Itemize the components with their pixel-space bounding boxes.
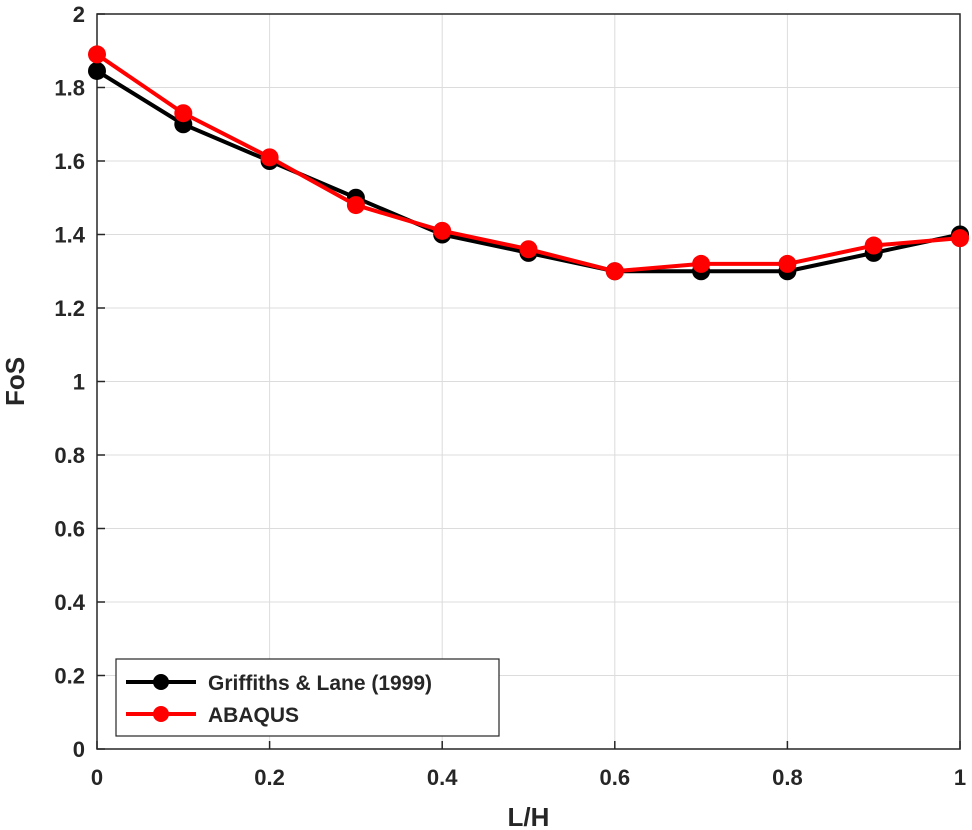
series-1	[88, 45, 969, 281]
legend[interactable]: Griffiths & Lane (1999) ABAQUS	[115, 658, 500, 737]
x-axis: 0 0.2 0.4 0.6 0.8 1	[91, 741, 966, 790]
data-point[interactable]	[346, 196, 365, 215]
legend-label-abaqus: ABAQUS	[208, 704, 299, 727]
x-tick-label: 0.2	[254, 765, 285, 790]
data-point[interactable]	[88, 45, 106, 64]
data-point[interactable]	[88, 61, 106, 80]
data-point[interactable]	[692, 254, 711, 273]
y-tick-label: 1	[73, 370, 85, 395]
data-point[interactable]	[605, 262, 624, 281]
legend-label-griffiths: Griffiths & Lane (1999)	[208, 672, 432, 695]
data-point[interactable]	[260, 148, 279, 167]
x-tick-label: 0	[91, 765, 103, 790]
data-point[interactable]	[174, 104, 193, 123]
y-tick-label: 0.6	[54, 517, 85, 542]
legend-entry-griffiths[interactable]: Griffiths & Lane (1999)	[126, 672, 432, 695]
y-axis-title: FoS	[0, 357, 30, 406]
y-axis: 0 0.2 0.4 0.6 0.8 1 1.2 1.4 1.6 1.8 2	[54, 2, 105, 762]
x-tick-label: 0.6	[600, 765, 631, 790]
x-axis-title: L/H	[508, 802, 550, 830]
series-layer	[88, 45, 969, 281]
data-point[interactable]	[433, 221, 452, 240]
data-point[interactable]	[864, 236, 883, 255]
legend-box	[115, 658, 500, 737]
legend-marker-abaqus	[153, 706, 169, 722]
y-tick-label: 1.2	[54, 296, 85, 321]
x-tick-label: 0.4	[427, 765, 458, 790]
y-tick-label: 0.2	[54, 664, 85, 689]
y-tick-label: 0.8	[54, 443, 85, 468]
data-point[interactable]	[778, 254, 797, 273]
y-tick-label: 1.6	[54, 149, 85, 174]
legend-entry-abaqus[interactable]: ABAQUS	[126, 704, 299, 727]
data-point[interactable]	[951, 229, 969, 248]
x-tick-label: 0.8	[772, 765, 803, 790]
legend-marker-griffiths	[153, 674, 169, 690]
y-tick-label: 0	[73, 737, 85, 762]
data-point[interactable]	[519, 240, 538, 259]
y-tick-label: 1.8	[54, 76, 85, 101]
y-tick-label: 1.4	[54, 223, 85, 248]
x-tick-label: 1	[954, 765, 966, 790]
y-tick-label: 2	[73, 2, 85, 27]
y-tick-label: 0.4	[54, 590, 85, 615]
